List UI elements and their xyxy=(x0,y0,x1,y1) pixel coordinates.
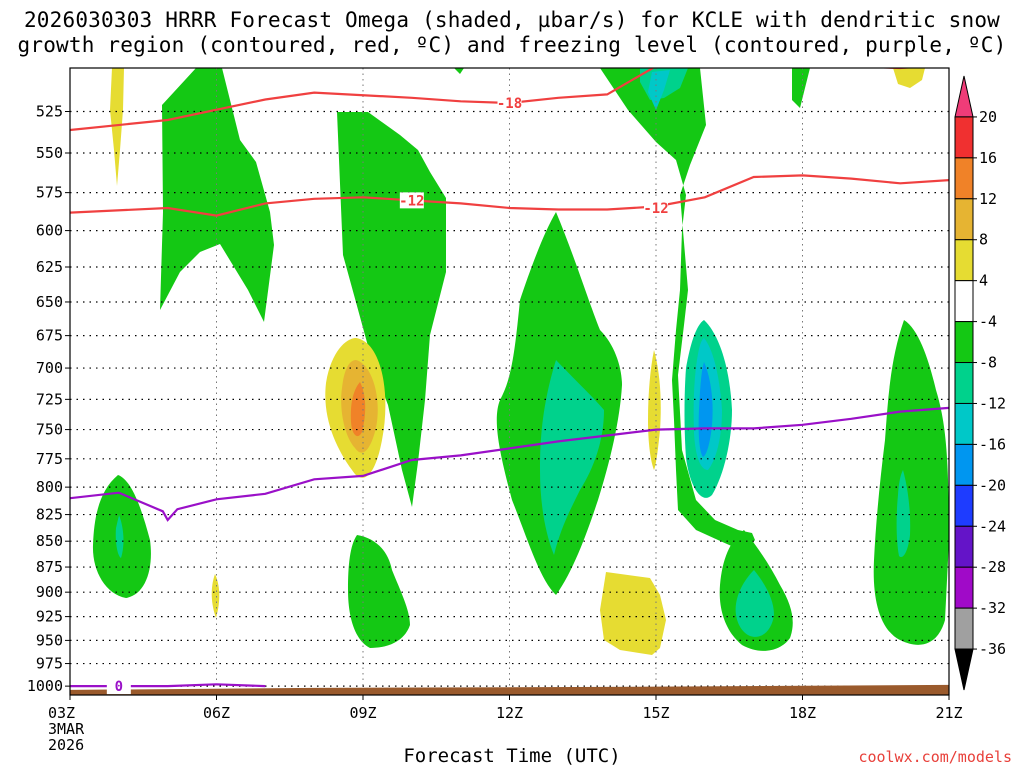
omega-updraft-2 xyxy=(337,112,446,507)
y-tick-label-825: 825 xyxy=(36,506,63,524)
omega-subsidence-1-core xyxy=(350,382,366,437)
colorbar-swatch-14 xyxy=(954,648,974,691)
dgz-contour-label-1-bg xyxy=(399,192,424,209)
colorbar-swatch-2 xyxy=(954,157,974,200)
colorbar-label-5: -4 xyxy=(979,313,997,331)
colorbar-swatch-6 xyxy=(954,321,974,364)
y-tick-label-775: 775 xyxy=(36,450,63,468)
colorbar-swatch-10 xyxy=(954,484,974,527)
y-tick-label-600: 600 xyxy=(36,222,63,240)
omega-updraft-4 xyxy=(600,68,755,552)
y-tick-label-800: 800 xyxy=(36,478,63,496)
freezing-level-line-0 xyxy=(70,406,949,522)
colorbar-swatch-7 xyxy=(954,362,974,404)
x-tick-label-06Z: 06Z xyxy=(203,704,230,722)
colorbar-swatch-5 xyxy=(954,280,974,323)
colorbar-swatch-12 xyxy=(954,566,974,609)
colorbar-label-10: -24 xyxy=(979,517,1006,535)
colorbar-label-1: 16 xyxy=(979,149,997,167)
omega-updraft-9-inner xyxy=(115,515,124,558)
x-start-label-1: 3MAR xyxy=(48,720,85,738)
dgz-contour-label-0: -18 xyxy=(497,96,522,112)
colorbar-swatch-11 xyxy=(954,525,974,568)
y-tick-label-700: 700 xyxy=(36,359,63,377)
y-tick-label-875: 875 xyxy=(36,558,63,576)
colorbar-label-8: -16 xyxy=(979,435,1006,453)
x-start-label-2: 2026 xyxy=(48,736,84,754)
dgz-contour-label-2-bg xyxy=(644,200,668,217)
y-tick-label-725: 725 xyxy=(36,390,63,408)
y-tick-label-850: 850 xyxy=(36,532,63,550)
surface-ground xyxy=(70,684,949,695)
y-axis: 525 550 575 600 625 650 675 700 725 750 775 800 825 8… xyxy=(27,103,70,695)
y-tick-label-675: 675 xyxy=(36,327,63,345)
colorbar-swatch-4 xyxy=(954,239,974,282)
surface-terrain xyxy=(70,684,949,695)
colorbar-label-3: 8 xyxy=(979,231,988,249)
x-tick-label-09Z: 09Z xyxy=(349,704,376,722)
title-line-2: growth region (contoured, red, ºC) and f… xyxy=(17,33,1007,57)
colorbar-label-11: -28 xyxy=(979,558,1006,576)
y-tick-label-975: 975 xyxy=(36,655,63,673)
omega-updraft-3-inner xyxy=(540,360,604,555)
y-tick-label-625: 625 xyxy=(36,258,63,276)
chart-title: 2026030303 HRRR Forecast Omega (shaded, … xyxy=(0,8,1024,58)
y-tick-label-575: 575 xyxy=(36,184,63,202)
colorbar-label-13: -36 xyxy=(979,640,1006,658)
colorbar-label-6: -8 xyxy=(979,354,997,372)
colorbar-swatch-8 xyxy=(954,402,974,445)
freezing-level-label: 0 xyxy=(115,679,123,695)
y-tick-label-900: 900 xyxy=(36,583,63,601)
colorbar-label-2: 12 xyxy=(979,190,997,208)
omega-updraft-4-core xyxy=(698,362,713,457)
freezing-level-label-bg xyxy=(106,678,131,695)
y-tick-label-550: 550 xyxy=(36,144,63,162)
x-tick-label-18Z: 18Z xyxy=(789,704,816,722)
credit-link[interactable]: coolwx.com/models xyxy=(858,748,1012,766)
dgz-contour-0 xyxy=(70,68,916,132)
colorbar-swatch-13 xyxy=(954,607,974,650)
title-line-1: 2026030303 HRRR Forecast Omega (shaded, … xyxy=(23,8,1001,32)
x-axis-title: Forecast Time (UTC) xyxy=(403,745,621,767)
colorbar-swatch-0 xyxy=(954,75,974,118)
omega-updraft-4-top-core xyxy=(648,70,670,110)
x-tick-label-12Z: 12Z xyxy=(496,704,523,722)
omega-subsidence-5 xyxy=(648,350,661,470)
x-start-label-0: 03Z xyxy=(48,704,75,722)
dgz-contour-label-2: -12 xyxy=(643,201,668,217)
y-tick-label-650: 650 xyxy=(36,293,63,311)
dgz-contour-label-1: -12 xyxy=(399,193,424,209)
y-tick-label-750: 750 xyxy=(36,421,63,439)
dgz-contour-label-0-bg xyxy=(497,94,522,111)
colorbar-swatch-1 xyxy=(954,116,974,159)
colorbar-label-7: -12 xyxy=(979,394,1006,412)
y-tick-label-925: 925 xyxy=(36,608,63,626)
colorbar: 20 16 12 8 4 -4 -8 -12 -16 -20 -24 -28 -32 -36 xyxy=(954,75,1006,691)
contour-labels: -18 -12 -12 0 xyxy=(106,94,669,695)
omega-updraft-5-inner xyxy=(735,570,774,637)
colorbar-label-4: 4 xyxy=(979,272,988,290)
colorbar-label-0: 20 xyxy=(979,108,997,126)
omega-subsidence-3 xyxy=(110,68,124,186)
y-tick-label-950: 950 xyxy=(36,631,63,649)
omega-updraft-8 xyxy=(454,68,464,74)
y-tick-label-1000: 1000 xyxy=(27,677,63,695)
x-tick-label-21Z: 21Z xyxy=(935,704,962,722)
dgz-contour-1 xyxy=(70,174,949,217)
colorbar-label-12: -32 xyxy=(979,599,1006,617)
colorbar-swatch-3 xyxy=(954,198,974,241)
omega-updraft-7 xyxy=(873,320,949,645)
omega-subsidence-4 xyxy=(211,574,220,618)
y-tick-label-525: 525 xyxy=(36,103,63,121)
omega-updraft-7-inner xyxy=(896,470,911,558)
omega-subsidence-2 xyxy=(893,68,925,88)
x-tick-label-15Z: 15Z xyxy=(642,704,669,722)
omega-updraft-6 xyxy=(792,68,810,108)
colorbar-label-9: -20 xyxy=(979,476,1006,494)
colorbar-swatch-9 xyxy=(954,443,974,486)
